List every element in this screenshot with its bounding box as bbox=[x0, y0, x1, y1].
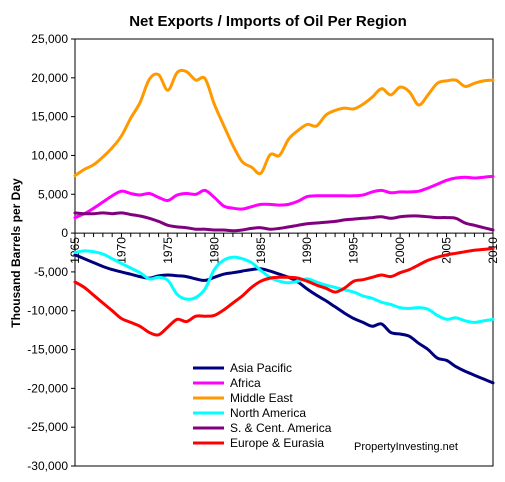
watermark-annotation: PropertyInvesting.net bbox=[354, 441, 458, 453]
series-lines bbox=[73, 68, 495, 385]
x-tick-label: 2005 bbox=[440, 237, 454, 264]
legend-label: North America bbox=[230, 406, 306, 420]
x-tick-label: 2000 bbox=[393, 237, 407, 264]
y-axis: 25,000 20,000 15,000 10,000 5,000 0 -5,000 -10,… bbox=[27, 32, 75, 473]
legend-label: S. & Cent. America bbox=[230, 421, 332, 435]
legend-label: Middle East bbox=[230, 391, 293, 405]
y-tick-label: -15,000 bbox=[27, 343, 68, 357]
y-tick-label: 5,000 bbox=[38, 187, 68, 201]
y-tick-label: 25,000 bbox=[31, 32, 68, 46]
y-tick-label: 15,000 bbox=[31, 110, 68, 124]
y-tick-label: -5,000 bbox=[34, 265, 68, 279]
y-tick-label: 0 bbox=[61, 226, 68, 240]
y-tick-label: 20,000 bbox=[31, 71, 68, 85]
x-tick-label: 1995 bbox=[347, 237, 361, 264]
x-tick-label: 1990 bbox=[300, 237, 314, 264]
y-tick-label: -30,000 bbox=[27, 459, 68, 473]
series-line-s-cent-america bbox=[73, 211, 495, 233]
series-line-north-america bbox=[73, 249, 495, 324]
x-tick-label: 1970 bbox=[114, 237, 128, 264]
legend-label: Africa bbox=[230, 376, 261, 390]
y-tick-label: -10,000 bbox=[27, 304, 68, 318]
y-tick-label: 10,000 bbox=[31, 148, 68, 162]
y-axis-label: Thousand Barrels per Day bbox=[9, 178, 23, 328]
series-line-middle-east bbox=[73, 68, 495, 178]
x-tick-label: 1985 bbox=[254, 237, 268, 264]
series-line-africa bbox=[73, 174, 495, 220]
legend-label: Europe & Eurasia bbox=[230, 436, 324, 450]
y-tick-label: -20,000 bbox=[27, 381, 68, 395]
x-tick-label: 2010 bbox=[486, 237, 500, 264]
legend-label: Asia Pacific bbox=[230, 361, 292, 375]
series-line-europe-eurasia bbox=[73, 247, 495, 337]
y-tick-label: -25,000 bbox=[27, 420, 68, 434]
x-tick-label: 1975 bbox=[161, 237, 175, 264]
x-tick-label: 1980 bbox=[207, 237, 221, 264]
chart-title: Net Exports / Imports of Oil Per Region bbox=[129, 13, 407, 30]
